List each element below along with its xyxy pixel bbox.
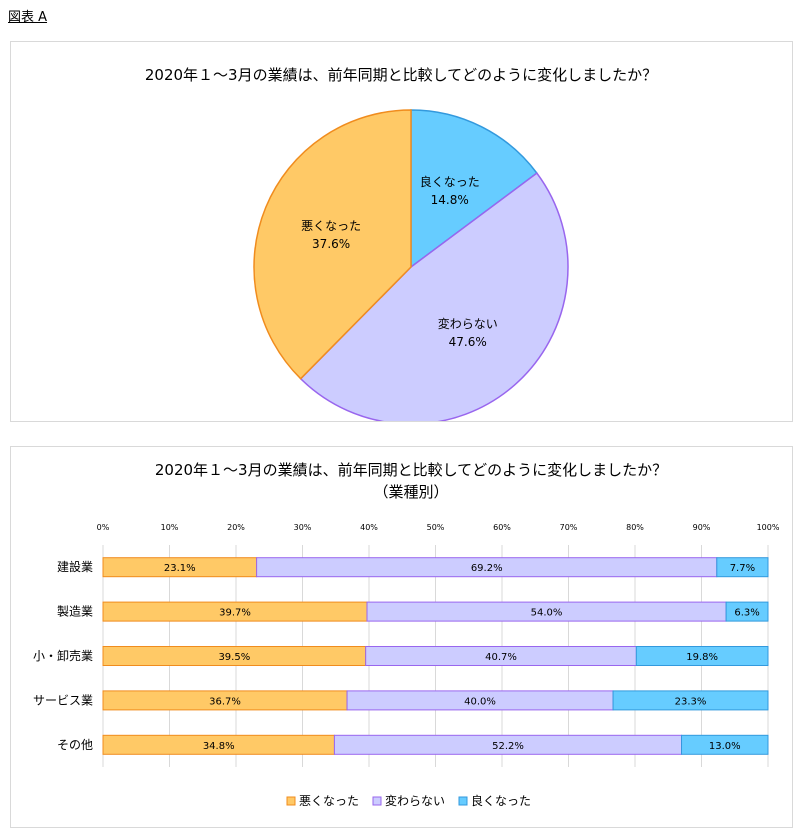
pie-chart-panel: 2020年１～3月の業績は、前年同期と比較してどのように変化しましたか？ 良くな… (10, 41, 793, 425)
bar-segment-label: 69.2% (471, 563, 503, 574)
category-label: 小・卸売業 (33, 648, 93, 663)
legend-swatch (286, 796, 296, 806)
bar-segment-label: 40.7% (485, 652, 517, 663)
bar-chart-subtitle: （業種別） (373, 483, 448, 501)
pie-slice (410, 109, 538, 269)
legend-label: 良くなった (471, 793, 531, 808)
pie-slice-label: 変わらない (438, 316, 498, 331)
legend-label: 悪くなった (299, 794, 359, 808)
x-tick-label: 50% (427, 523, 445, 532)
bar-segment-label: 6.3% (734, 608, 759, 619)
legend-swatch (372, 796, 382, 806)
bar-segment (635, 646, 769, 666)
x-tick-label: 0% (97, 523, 110, 532)
bar-segment (725, 601, 769, 622)
pie-slice (253, 109, 412, 380)
bar-segment-label: 7.7% (730, 563, 755, 574)
category-label: サービス業 (33, 693, 93, 707)
bar-segment-label: 54.0% (531, 608, 563, 619)
bar-segment-label: 19.8% (686, 652, 718, 663)
pie-chart-title: 2020年１～3月の業績は、前年同期と比較してどのように変化しましたか？ (145, 66, 657, 84)
x-tick-label: 60% (493, 523, 511, 532)
category-label: 建設業 (57, 559, 93, 574)
figure-label: 図表 A (8, 10, 48, 25)
bar-segment-label: 13.0% (709, 741, 741, 752)
pie-slice-label: 悪くなった (301, 219, 361, 233)
bar-segment-label: 23.1% (164, 563, 196, 574)
x-tick-label: 10% (161, 523, 179, 532)
x-tick-label: 100% (757, 523, 780, 532)
legend-label: 変わらない (385, 793, 445, 808)
bar-segment-label: 36.7% (209, 696, 241, 707)
bar-segment-label: 34.8% (203, 741, 235, 752)
bar-segment (716, 557, 769, 578)
x-tick-label: 90% (693, 523, 711, 532)
legend-swatch (458, 796, 468, 806)
pie-chart: 2020年１～3月の業績は、前年同期と比較してどのように変化しましたか？ 良くな… (145, 66, 657, 425)
category-label: その他 (57, 738, 93, 752)
bar-segment-label: 39.7% (219, 608, 251, 619)
x-tick-label: 20% (227, 523, 245, 532)
bar-segment (681, 734, 769, 755)
bar-chart-panel: 2020年１～3月の業績は、前年同期と比較してどのように変化しましたか？ （業種… (10, 446, 793, 828)
bar-segment-label: 52.2% (492, 741, 524, 752)
bar-segment-label: 40.0% (464, 696, 496, 707)
x-tick-label: 30% (294, 523, 312, 532)
bar-segment (612, 690, 769, 711)
pie-slice-value: 37.6% (312, 237, 350, 251)
x-tick-label: 40% (360, 523, 378, 532)
bar-segment-label: 23.3% (675, 696, 707, 707)
x-tick-label: 80% (626, 523, 644, 532)
pie-slice-label: 良くなった (420, 174, 480, 189)
pie-slice-value: 14.8% (431, 193, 469, 207)
category-label: 製造業 (57, 605, 93, 619)
stacked-bar-chart: 2020年１～3月の業績は、前年同期と比較してどのように変化しましたか？ （業種… (33, 461, 780, 808)
pie-slice-value: 47.6% (449, 335, 487, 349)
pie-slice (299, 172, 569, 425)
x-tick-label: 70% (560, 523, 578, 532)
bar-chart-title: 2020年１～3月の業績は、前年同期と比較してどのように変化しましたか？ (155, 461, 667, 479)
bar-segment-label: 39.5% (218, 652, 250, 663)
